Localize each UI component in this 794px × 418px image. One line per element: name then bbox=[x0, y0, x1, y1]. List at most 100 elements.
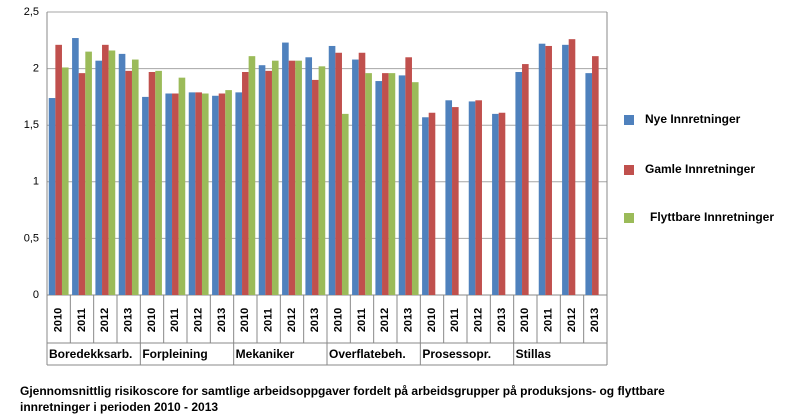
bar bbox=[522, 64, 529, 296]
bar bbox=[405, 57, 412, 295]
y-tick-label: 0,5 bbox=[24, 232, 39, 244]
bar bbox=[468, 101, 476, 295]
bar bbox=[352, 59, 359, 295]
bar bbox=[235, 92, 243, 295]
bar bbox=[328, 45, 336, 296]
bar bbox=[225, 90, 232, 295]
bar bbox=[305, 57, 313, 295]
y-tick-label: 2,5 bbox=[24, 6, 39, 18]
y-tick-label: 1 bbox=[33, 176, 39, 188]
bar bbox=[48, 98, 56, 295]
x-tick-label: 2012 bbox=[473, 308, 485, 332]
bar bbox=[148, 71, 156, 295]
bar bbox=[388, 73, 396, 296]
bar bbox=[562, 44, 569, 295]
bar bbox=[125, 70, 132, 295]
bar bbox=[95, 60, 103, 296]
bar bbox=[445, 100, 453, 296]
bar bbox=[265, 70, 272, 295]
y-tick-label: 1,5 bbox=[24, 119, 39, 131]
legend-label: Nye Innretninger bbox=[645, 112, 741, 126]
x-tick-label: 2012 bbox=[566, 308, 578, 332]
bar bbox=[422, 117, 429, 295]
bar bbox=[72, 38, 79, 295]
x-tick-label: 2012 bbox=[193, 308, 205, 332]
caption: innretninger i perioden 2010 - 2013 bbox=[20, 400, 218, 414]
x-tick-label: 2013 bbox=[123, 308, 135, 332]
bar bbox=[178, 77, 186, 295]
legend-label: Gamle Innretninger bbox=[645, 162, 755, 176]
legend-swatch bbox=[624, 115, 634, 125]
bar bbox=[358, 52, 366, 295]
bar bbox=[155, 70, 162, 295]
bar bbox=[201, 93, 209, 295]
x-tick-label: 2010 bbox=[333, 308, 345, 332]
y-tick-label: 0 bbox=[33, 289, 39, 301]
bar bbox=[61, 67, 69, 295]
x-tick-label: 2010 bbox=[53, 308, 65, 332]
bar bbox=[375, 81, 383, 295]
bar bbox=[545, 45, 552, 296]
x-tick-label: 2010 bbox=[519, 308, 531, 332]
y-tick-label: 2 bbox=[33, 63, 39, 75]
x-tick-label: 2012 bbox=[286, 308, 298, 332]
bar bbox=[242, 71, 249, 295]
x-tick-label: 2010 bbox=[146, 308, 158, 332]
legend-swatch bbox=[624, 213, 634, 223]
bar bbox=[288, 60, 296, 296]
group-label: Forpleining bbox=[142, 347, 207, 361]
bar bbox=[568, 39, 576, 295]
x-tick-label: 2013 bbox=[496, 308, 508, 332]
bar bbox=[515, 71, 523, 295]
legend-label: Flyttbare Innretninger bbox=[650, 210, 774, 224]
bar bbox=[492, 113, 499, 295]
bar bbox=[102, 44, 109, 295]
x-tick-label: 2011 bbox=[76, 308, 88, 332]
x-tick-label: 2013 bbox=[309, 308, 321, 332]
bar bbox=[218, 93, 226, 295]
bar bbox=[382, 73, 389, 296]
bar bbox=[248, 56, 256, 296]
bar bbox=[258, 65, 266, 295]
group-label: Stillas bbox=[516, 347, 552, 361]
bar bbox=[142, 96, 149, 296]
bar bbox=[282, 42, 289, 296]
bar bbox=[55, 44, 62, 295]
bar bbox=[108, 50, 116, 295]
x-tick-label: 2013 bbox=[216, 308, 228, 332]
x-tick-label: 2013 bbox=[403, 308, 415, 332]
group-label: Prosessopr. bbox=[422, 347, 491, 361]
bar bbox=[295, 60, 302, 296]
x-tick-label: 2011 bbox=[543, 308, 555, 332]
bar bbox=[592, 56, 599, 296]
x-tick-label: 2012 bbox=[99, 308, 111, 332]
bar bbox=[131, 59, 139, 295]
x-tick-label: 2013 bbox=[589, 308, 601, 332]
bar bbox=[212, 95, 219, 295]
bar bbox=[172, 93, 179, 295]
x-tick-label: 2012 bbox=[379, 308, 391, 332]
x-tick-label: 2010 bbox=[426, 308, 438, 332]
group-label: Boredekksarb. bbox=[49, 347, 132, 361]
bar bbox=[475, 100, 482, 296]
bar bbox=[78, 73, 86, 296]
bar bbox=[398, 75, 406, 295]
caption: Gjennomsnittlig risikoscore for samtlige… bbox=[20, 384, 665, 398]
x-tick-label: 2011 bbox=[169, 308, 181, 332]
bar bbox=[585, 73, 593, 296]
bar bbox=[428, 112, 436, 295]
bar bbox=[341, 113, 349, 295]
bar bbox=[188, 92, 196, 295]
bar bbox=[318, 66, 326, 295]
x-tick-label: 2011 bbox=[263, 308, 275, 332]
x-tick-label: 2010 bbox=[239, 308, 251, 332]
bar bbox=[538, 43, 546, 295]
bar bbox=[335, 52, 342, 295]
bar bbox=[165, 93, 173, 295]
bar bbox=[365, 73, 372, 296]
bar bbox=[195, 92, 202, 295]
bar bbox=[411, 82, 419, 296]
bar bbox=[452, 107, 459, 295]
bar bbox=[498, 112, 506, 295]
